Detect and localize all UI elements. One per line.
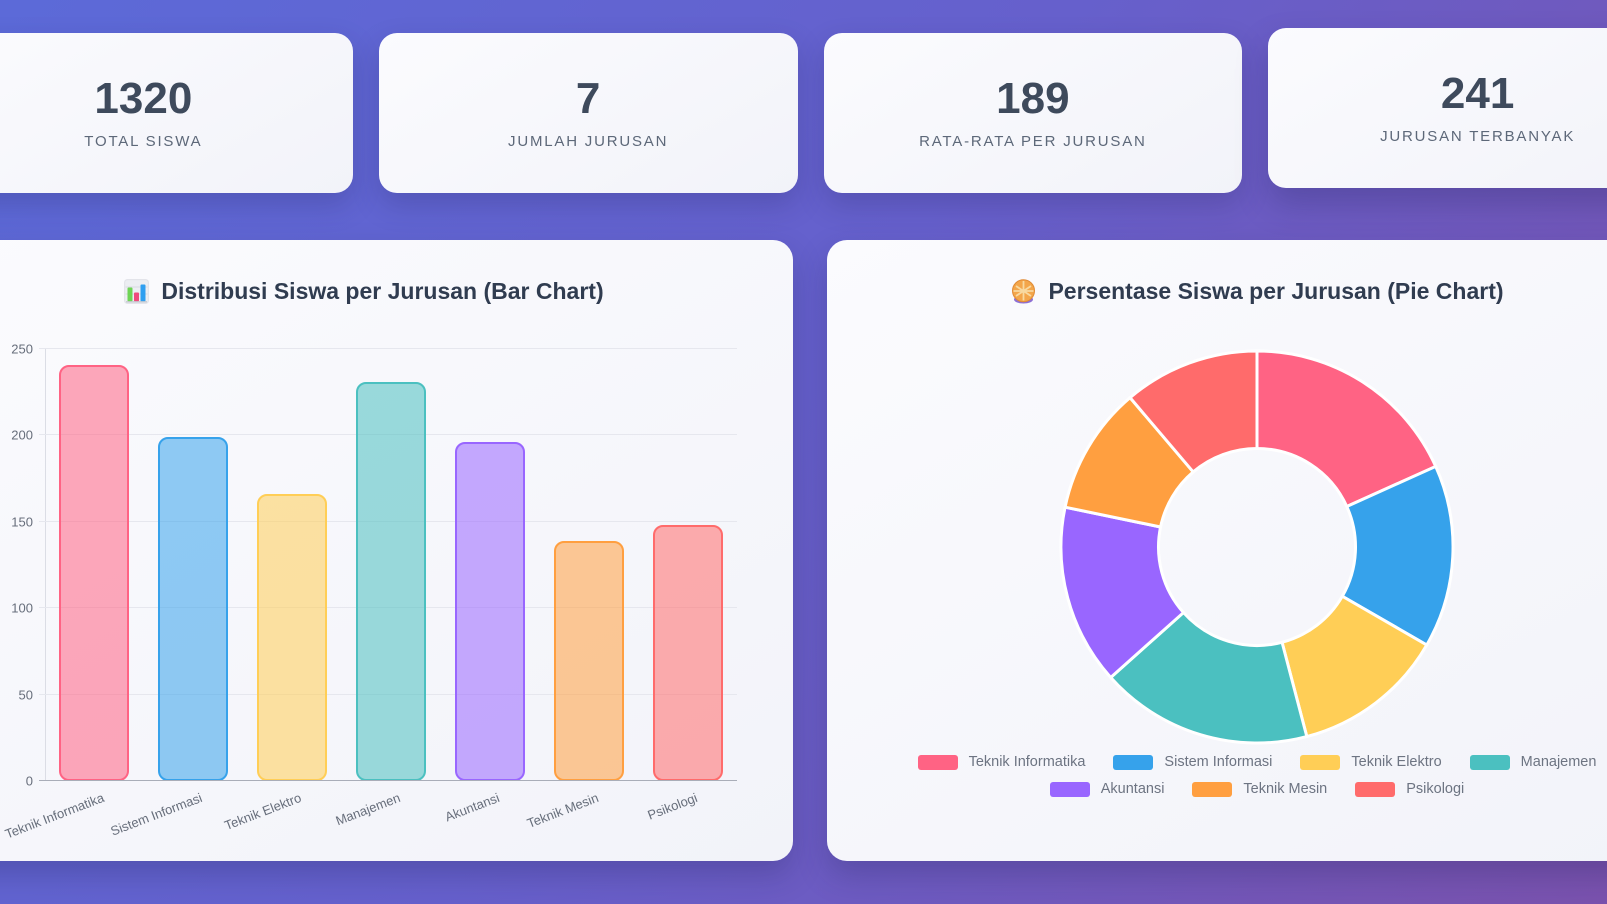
stat-value-jurusan-terbanyak: 241 [1440,68,1515,118]
bar-teknik-elektro[interactable] [257,494,328,781]
legend-swatch-teknik-mesin [1192,781,1233,797]
x-tick-label-teknik-elektro: Teknik Elektro [222,790,304,834]
legend-swatch-psikologi [1355,781,1396,797]
donut-svg [1059,349,1455,745]
pie-chart-title-text: Persentase Siswa per Jurusan (Pie Chart) [1048,278,1504,304]
stat-label-total-siswa: TOTAL SISWA [84,132,203,150]
legend-item-manajemen[interactable]: Manajemen [1469,754,1597,770]
stat-card-jurusan-terbanyak: 241 JURUSAN TERBANYAK [1268,28,1607,188]
bar-category-slot [342,349,441,781]
stat-card-rata-rata: 189 RATA-RATA PER JURUSAN [823,33,1243,193]
legend-row-1: Teknik Informatika Sistem Informasi Teknik… [917,754,1597,770]
legend-label-manajemen: Manajemen [1520,754,1597,770]
bar-category-slot [243,349,342,781]
legend-item-akuntansi[interactable]: Akuntansi [1049,781,1165,797]
legend-label-sistem-informasi: Sistem Informasi [1164,754,1273,770]
y-axis-line [45,349,46,781]
stat-value-jumlah-jurusan: 7 [575,73,601,123]
bar-sistem-informasi[interactable] [158,437,229,781]
charts-row: Distribusi Siswa per Jurusan (Bar Chart)… [0,240,1607,861]
stats-row: 1320 TOTAL SISWA 7 JUMLAH JURUSAN 189 RA… [0,28,1607,193]
pie-segment-psikologi[interactable] [1128,349,1259,474]
pie-segment-teknik-informatika[interactable] [1255,349,1438,508]
bar-chart-card: Distribusi Siswa per Jurusan (Bar Chart)… [0,240,793,861]
y-tick-label-200: 200 [11,427,33,443]
pie-emoji-icon [1010,278,1037,305]
stat-card-jumlah-jurusan: 7 JUMLAH JURUSAN [378,33,798,193]
legend-row-2: Akuntansi Teknik Mesin Psikologi [1049,781,1464,797]
x-tick-label-teknik-informatika: Teknik Informatika [2,790,106,842]
x-axis-labels: Teknik Informatika Sistem Informasi Teknik… [3,781,737,842]
legend-label-akuntansi: Akuntansi [1100,781,1165,797]
bar-category-slot [144,349,243,781]
bar-akuntansi[interactable] [454,442,525,781]
x-tick-label-manajemen: Manajemen [333,790,403,829]
x-tick-label-psikologi: Psikologi [645,790,699,823]
stat-label-jumlah-jurusan: JUMLAH JURUSAN [508,132,669,150]
legend-item-psikologi[interactable]: Psikologi [1355,781,1464,797]
x-axis-line [39,780,737,781]
stat-value-total-siswa: 1320 [94,73,193,123]
pie-chart-card: Persentase Siswa per Jurusan (Pie Chart)… [827,240,1607,861]
bar-chart-title: Distribusi Siswa per Jurusan (Bar Chart) [0,278,793,305]
y-tick-label-0: 0 [25,773,33,789]
legend-item-teknik-informatika[interactable]: Teknik Informatika [917,754,1086,770]
bar-category-slot [638,349,737,781]
legend-swatch-teknik-elektro [1300,754,1341,770]
y-tick-label-100: 100 [11,600,33,616]
legend-label-teknik-mesin: Teknik Mesin [1243,781,1328,797]
pie-segment-manajemen[interactable] [1109,611,1309,745]
y-tick-label-250: 250 [11,341,33,357]
x-tick-label-teknik-mesin: Teknik Mesin [524,790,601,831]
legend-swatch-akuntansi [1049,781,1090,797]
legend-item-teknik-mesin[interactable]: Teknik Mesin [1192,781,1327,797]
y-tick-label-50: 50 [18,687,33,703]
stat-value-rata-rata: 189 [996,73,1070,123]
bar-category-slot [45,349,144,781]
bar-chart-plot-area: 0 50 100 150 200 250 Teknik Informatika Sistem… [3,343,737,842]
x-tick-label-sistem-informasi: Sistem Informasi [108,790,205,839]
legend-label-teknik-informatika: Teknik Informatika [968,754,1086,770]
bars-layer [45,349,737,781]
legend-swatch-sistem-informasi [1113,754,1154,770]
pie-chart-title: Persentase Siswa per Jurusan (Pie Chart) [827,278,1607,305]
bar-chart-title-text: Distribusi Siswa per Jurusan (Bar Chart) [161,278,604,304]
bar-teknik-mesin[interactable] [553,540,624,781]
bar-category-slot [440,349,539,781]
y-tick-label-150: 150 [11,514,33,530]
bar-chart-emoji-icon [123,278,150,305]
bar-psikologi[interactable] [652,525,723,781]
legend-swatch-manajemen [1469,754,1510,770]
legend-label-psikologi: Psikologi [1406,781,1465,797]
bar-category-slot [539,349,638,781]
bar-teknik-informatika[interactable] [59,364,130,781]
pie-chart-legend: Teknik Informatika Sistem Informasi Teknik… [827,754,1607,797]
donut-chart [827,348,1607,746]
legend-swatch-teknik-informatika [917,754,958,770]
bar-manajemen[interactable] [356,381,426,781]
dashboard: 1320 TOTAL SISWA 7 JUMLAH JURUSAN 189 RA… [0,28,1607,861]
stat-card-total-siswa: 1320 TOTAL SISWA [0,33,353,193]
stat-label-rata-rata: RATA-RATA PER JURUSAN [919,132,1147,150]
legend-item-sistem-informasi[interactable]: Sistem Informasi [1113,754,1272,770]
legend-label-teknik-elektro: Teknik Elektro [1351,754,1442,770]
stat-label-jurusan-terbanyak: JURUSAN TERBANYAK [1380,127,1576,145]
legend-item-teknik-elektro[interactable]: Teknik Elektro [1300,754,1442,770]
grid-line [39,348,737,349]
x-tick-label-akuntansi: Akuntansi [442,790,502,825]
